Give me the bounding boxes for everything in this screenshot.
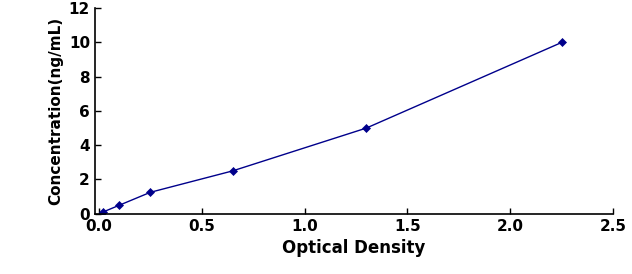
Y-axis label: Concentration(ng/mL): Concentration(ng/mL): [48, 17, 63, 205]
X-axis label: Optical Density: Optical Density: [283, 239, 425, 257]
